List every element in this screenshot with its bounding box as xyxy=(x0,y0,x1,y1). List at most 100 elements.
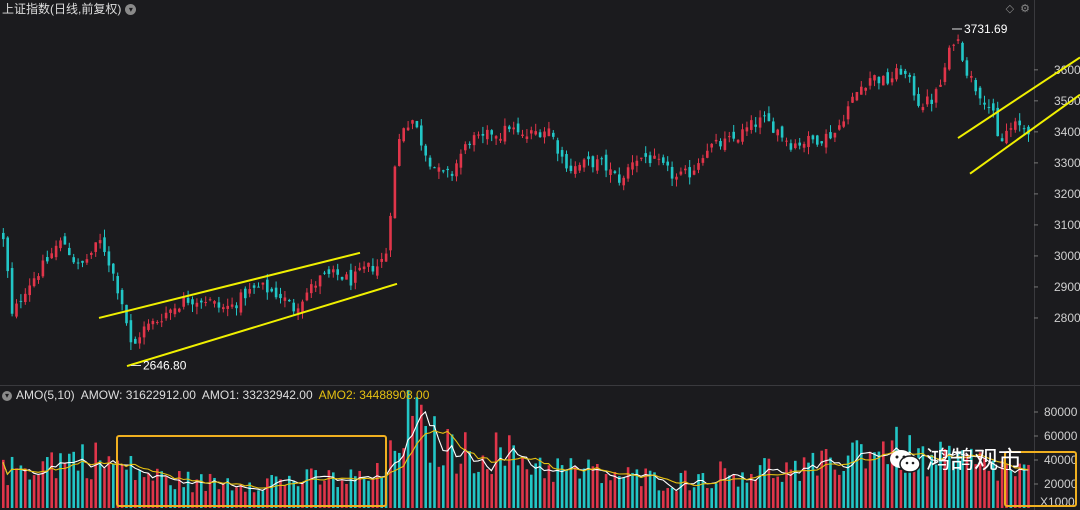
volume-bar xyxy=(213,477,216,508)
volume-bar xyxy=(428,462,432,508)
volume-bar xyxy=(591,466,595,508)
volume-bar xyxy=(666,488,669,508)
amo1-value: AMO1: 33232942.00 xyxy=(201,388,313,402)
candle-body xyxy=(19,300,23,302)
channel-trend-line xyxy=(98,251,361,319)
volume-bar xyxy=(358,470,361,508)
candle-body xyxy=(318,275,322,287)
watermark-text: 鸿鹄观市 xyxy=(926,446,1022,474)
candle-body xyxy=(622,177,625,186)
candle-body xyxy=(785,140,788,142)
candle-body xyxy=(807,135,810,148)
candle-body xyxy=(965,60,969,76)
candle-body xyxy=(345,274,348,280)
candle-body xyxy=(323,272,326,274)
volume-bar xyxy=(310,468,313,508)
volume-bar xyxy=(252,492,256,508)
candle-body xyxy=(626,167,630,179)
volume-bar xyxy=(736,486,740,508)
candle-body xyxy=(1014,121,1017,130)
volume-tick-label: 40000 xyxy=(1044,453,1078,467)
candle-body xyxy=(164,312,168,319)
candle-body xyxy=(292,302,295,312)
volume-bar xyxy=(376,463,379,508)
candle-body xyxy=(758,117,762,128)
indicator-legend: ▾ AMO(5,10) AMOW: 31622912.00 AMO1: 3323294… xyxy=(2,388,435,402)
candle-body xyxy=(59,240,62,249)
chevron-down-icon[interactable]: ▾ xyxy=(2,390,12,401)
volume-bar xyxy=(556,458,559,508)
volume-bar xyxy=(340,480,344,508)
candle-body xyxy=(675,176,678,180)
candle-body xyxy=(354,271,357,283)
candle-body xyxy=(459,153,463,168)
candle-body xyxy=(578,164,581,171)
volume-bar xyxy=(767,458,771,508)
volume-bar xyxy=(578,478,581,508)
volume-bar xyxy=(772,478,775,508)
candle-body xyxy=(411,120,414,124)
volume-bar xyxy=(415,397,419,508)
volume-bar xyxy=(292,480,295,508)
volume-bar xyxy=(41,461,45,508)
volume-bar xyxy=(200,474,203,508)
candle-body xyxy=(107,251,111,266)
candle-body xyxy=(283,297,287,301)
volume-ma-line-amo2 xyxy=(2,430,1029,489)
volume-bar xyxy=(336,487,339,508)
volume-bar xyxy=(1000,460,1004,508)
volume-bar xyxy=(37,474,40,508)
candle-body xyxy=(103,237,106,253)
candle-body xyxy=(917,93,920,106)
volume-bar xyxy=(76,470,80,508)
volume-bar xyxy=(912,460,916,508)
volume-bar xyxy=(195,479,199,508)
volume-bar xyxy=(776,476,779,508)
candle-body xyxy=(200,300,203,303)
candle-body xyxy=(28,285,31,296)
volume-bar xyxy=(1009,470,1013,508)
candle-body xyxy=(864,87,867,91)
volume-bar xyxy=(411,415,414,508)
volume-bar xyxy=(692,487,696,508)
volume-bar xyxy=(970,448,973,508)
settings-icon[interactable]: ⚙ xyxy=(1020,3,1030,15)
volume-bar xyxy=(248,482,251,508)
price-tick-label: 3200 xyxy=(1054,187,1080,201)
candle-body xyxy=(763,115,766,117)
candle-body xyxy=(846,106,850,120)
candle-body xyxy=(653,155,656,159)
candle-body xyxy=(952,44,955,46)
candle-body xyxy=(842,121,845,127)
candle-body xyxy=(648,155,652,164)
volume-bar xyxy=(222,483,225,508)
volume-bar xyxy=(618,476,621,508)
candle-body xyxy=(349,269,353,286)
candle-body xyxy=(521,134,524,137)
volume-bar xyxy=(459,463,463,508)
chevron-down-icon[interactable]: ▾ xyxy=(125,4,137,16)
volume-bar xyxy=(125,469,128,508)
volume-bar xyxy=(63,463,67,508)
candle-body xyxy=(657,158,661,160)
candle-body xyxy=(15,303,18,317)
candle-body xyxy=(503,125,507,142)
candle-body xyxy=(494,136,498,139)
candle-body xyxy=(420,125,423,146)
diamond-icon[interactable]: ◇ xyxy=(1005,3,1015,15)
volume-bar xyxy=(490,474,493,508)
volume-bar xyxy=(780,481,784,508)
volume-bar xyxy=(81,444,84,508)
candle-body xyxy=(85,259,89,263)
candle-body xyxy=(732,131,735,139)
candle-body xyxy=(54,245,58,258)
candle-body xyxy=(838,125,841,130)
volume-bar xyxy=(842,470,845,508)
candle-body xyxy=(512,127,515,130)
volume-bar xyxy=(833,469,837,508)
volume-tick-label: 60000 xyxy=(1044,429,1078,443)
candle-body xyxy=(129,320,133,343)
candle-body xyxy=(569,165,573,171)
volume-bar xyxy=(706,488,709,508)
